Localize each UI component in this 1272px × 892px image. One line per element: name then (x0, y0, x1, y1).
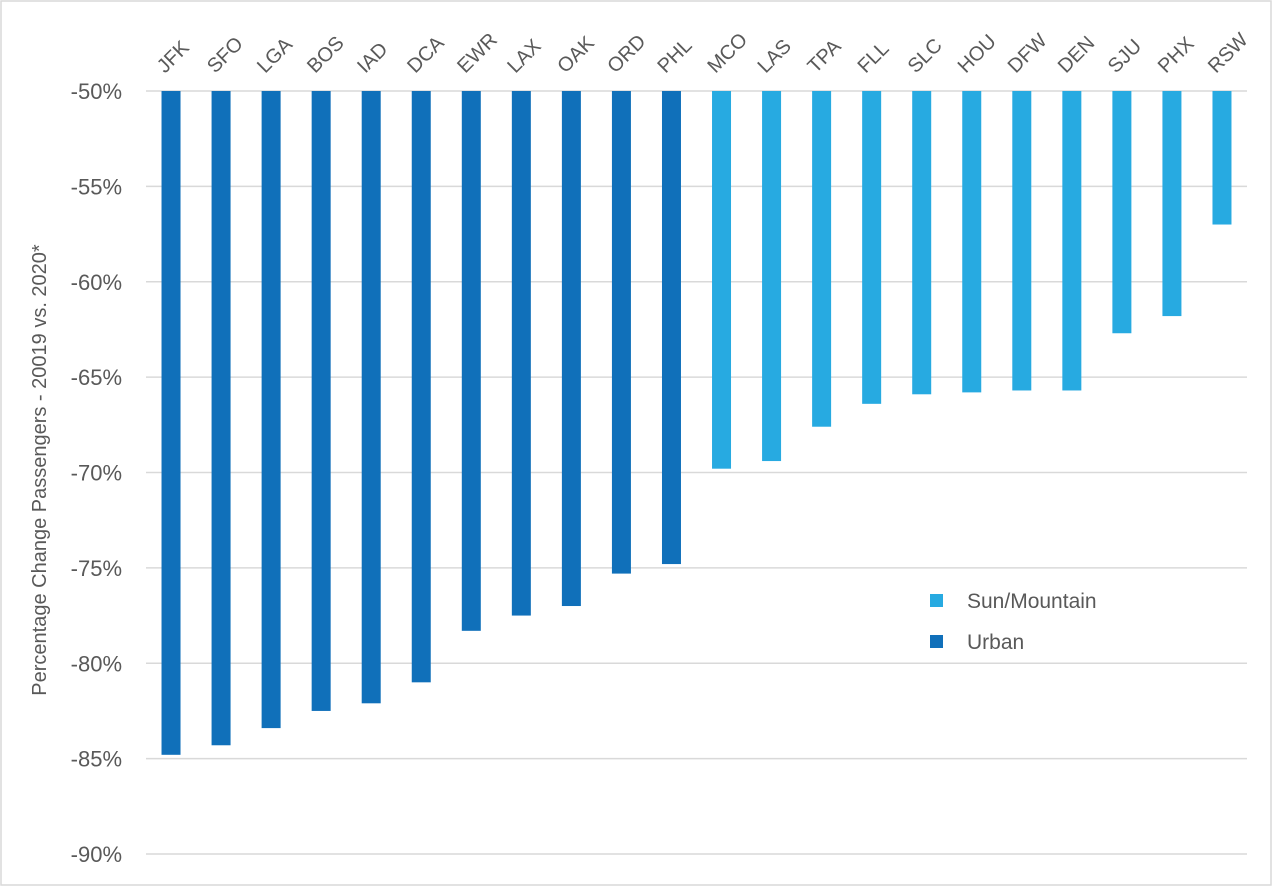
bar-bos (311, 91, 331, 711)
bar-slc (912, 91, 932, 395)
bar-ewr (461, 91, 481, 631)
bar-tpa (812, 91, 832, 427)
x-tick-label: BOS (303, 32, 348, 77)
x-tick-label: IAD (353, 38, 392, 77)
bar-lga (261, 91, 281, 729)
bar-phx (1162, 91, 1182, 317)
x-tick-label: LGA (253, 33, 297, 77)
bar-dfw (1012, 91, 1032, 391)
x-tick-label: DFW (1004, 30, 1052, 78)
y-axis-ticks: -50% -55% -60% -65% -70% -75% -80% -85% -90% (71, 79, 122, 867)
x-tick-label: SJU (1104, 35, 1146, 77)
bar-ord (611, 91, 631, 574)
legend-label-urban: Urban (967, 631, 1024, 654)
bar-dca (411, 91, 431, 683)
x-tick-label: OAK (553, 32, 599, 78)
x-tick-label: PHL (653, 34, 696, 77)
x-tick-label: JFK (153, 36, 194, 77)
bar-oak (561, 91, 581, 607)
x-tick-label: RSW (1204, 29, 1253, 78)
bar-rsw (1212, 91, 1232, 225)
x-tick-label: FLL (854, 38, 894, 78)
x-tick-label: LAX (503, 35, 545, 77)
x-tick-label: TPA (804, 35, 846, 77)
bar-fll (862, 91, 882, 404)
y-tick-label: -85% (71, 747, 122, 772)
x-tick-label: DEN (1054, 32, 1099, 77)
x-tick-label: EWR (453, 29, 502, 78)
bar-jfk (161, 91, 181, 755)
x-tick-label: PHX (1154, 33, 1199, 78)
y-tick-label: -75% (71, 556, 122, 581)
x-tick-label: ORD (603, 31, 650, 78)
y-tick-label: -70% (71, 461, 122, 486)
x-tick-label: SLC (904, 34, 947, 77)
y-axis-label: Percentage Change Passengers - 20019 vs.… (29, 244, 51, 696)
y-tick-label: -60% (71, 270, 122, 295)
bars (161, 91, 1232, 755)
gridlines (146, 90, 1247, 855)
bar-mco (712, 91, 732, 469)
bar-den (1062, 91, 1082, 391)
x-tick-label: MCO (704, 29, 753, 78)
x-tick-label: DCA (403, 32, 449, 78)
y-tick-label: -65% (71, 365, 122, 390)
y-tick-label: -50% (71, 79, 122, 104)
x-axis-ticks: JFK SFO LGA BOS IAD DCA EWR LAX OAK ORD PHL MCO LAS T… (153, 29, 1253, 78)
bar-sju (1112, 91, 1132, 334)
y-tick-label: -90% (71, 842, 122, 867)
y-tick-label: -55% (71, 174, 122, 199)
legend-label-sun-mountain: Sun/Mountain (967, 590, 1097, 613)
bar-iad (361, 91, 381, 704)
x-tick-label: HOU (954, 31, 1001, 78)
bar-phl (661, 91, 681, 565)
bar-hou (962, 91, 982, 393)
bar-sfo (211, 91, 231, 746)
y-tick-label: -80% (71, 651, 122, 676)
bar-las (762, 91, 782, 462)
bar-lax (511, 91, 531, 616)
legend-swatch-sun-mountain (930, 594, 943, 607)
x-tick-label: LAS (754, 35, 796, 77)
x-tick-label: SFO (203, 33, 248, 78)
legend-swatch-urban (930, 635, 943, 648)
legend: Sun/Mountain Urban (930, 590, 1097, 654)
